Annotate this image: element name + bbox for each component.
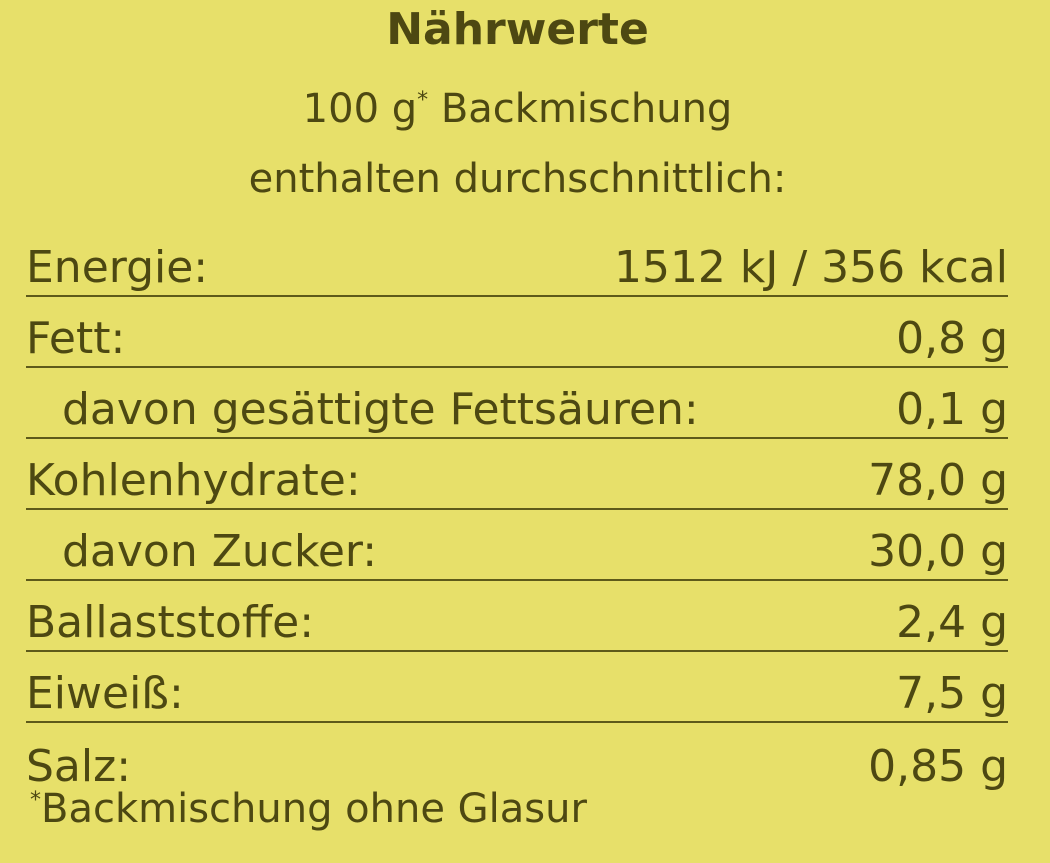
nutrient-label: Kohlenhydrate: bbox=[26, 455, 361, 506]
nutrition-row: Ballaststoffe: 2,4 g bbox=[26, 581, 1008, 652]
nutrient-label: davon gesättigte Fettsäuren: bbox=[62, 384, 699, 435]
nutrition-row: davon gesättigte Fettsäuren: 0,1 g bbox=[26, 368, 1008, 439]
subtitle-amount: 100 g bbox=[302, 86, 418, 132]
nutrient-value: 0,1 g bbox=[896, 384, 1008, 435]
nutrient-label: Energie: bbox=[26, 242, 209, 293]
nutrient-value: 1512 kJ / 356 kcal bbox=[613, 242, 1008, 293]
nutrition-title: Nährwerte bbox=[386, 4, 649, 55]
nutrition-row: Fett: 0,8 g bbox=[26, 297, 1008, 368]
subtitle-line-1: 100 g* Backmischung bbox=[0, 86, 1035, 132]
nutrient-value: 2,4 g bbox=[896, 597, 1008, 648]
footnote: *Backmischung ohne Glasur bbox=[30, 786, 587, 832]
nutrition-row: Kohlenhydrate: 78,0 g bbox=[26, 439, 1008, 510]
nutrient-label: Salz: bbox=[26, 741, 132, 792]
nutrient-label: Eiweiß: bbox=[26, 668, 184, 719]
nutrient-value: 0,85 g bbox=[868, 741, 1008, 792]
subtitle-line-2: enthalten durchschnittlich: bbox=[248, 156, 787, 202]
nutrient-value: 30,0 g bbox=[868, 526, 1008, 577]
footnote-marker: * bbox=[417, 88, 429, 113]
nutrition-row: Energie: 1512 kJ / 356 kcal bbox=[26, 226, 1008, 297]
footnote-marker: * bbox=[30, 788, 41, 813]
nutrient-label: Ballaststoffe: bbox=[26, 597, 315, 648]
footnote-text: Backmischung ohne Glasur bbox=[41, 786, 587, 832]
nutrient-label: Fett: bbox=[26, 313, 126, 364]
nutrient-value: 78,0 g bbox=[868, 455, 1008, 506]
nutrition-row: Salz: 0,85 g bbox=[26, 723, 1008, 794]
subtitle-rest: Backmischung bbox=[428, 86, 733, 132]
nutrient-value: 0,8 g bbox=[896, 313, 1008, 364]
nutrient-value: 7,5 g bbox=[896, 668, 1008, 719]
nutrition-row: davon Zucker: 30,0 g bbox=[26, 510, 1008, 581]
nutrition-row: Eiweiß: 7,5 g bbox=[26, 652, 1008, 723]
nutrient-label: davon Zucker: bbox=[62, 526, 378, 577]
nutrition-table: Energie: 1512 kJ / 356 kcal Fett: 0,8 g davo… bbox=[26, 226, 1008, 794]
